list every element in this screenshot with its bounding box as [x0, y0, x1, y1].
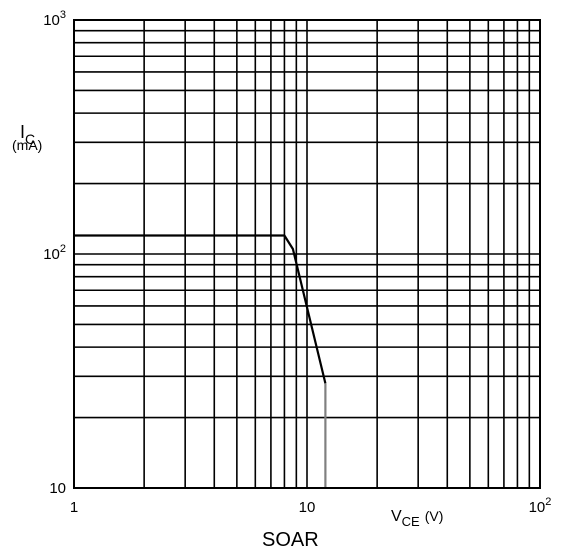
x-axis-label-main: V [391, 508, 402, 525]
grid-lines [74, 20, 540, 488]
chart-title: SOAR [262, 529, 319, 551]
x-axis-label-sub: CE [402, 514, 420, 529]
x-axis-label-unit: (V) [425, 508, 444, 524]
y-tick-label: 102 [43, 243, 66, 263]
y-axis-label: IC [20, 122, 35, 147]
x-tick-label: 10 [299, 499, 316, 516]
y-tick-label: 10 [49, 480, 66, 497]
y-axis-label-main: I [20, 122, 25, 142]
x-axis-label: VCE (V) [391, 508, 443, 529]
y-axis-unit: (mA) [12, 137, 42, 153]
y-tick-label: 103 [43, 9, 66, 29]
series-layer [74, 234, 327, 488]
x-tick-label: 102 [529, 496, 552, 516]
x-tick-label: 1 [70, 499, 78, 516]
soar-curve [74, 234, 327, 384]
y-axis-label-sub: C [25, 131, 35, 147]
plot-frame [73, 19, 541, 489]
